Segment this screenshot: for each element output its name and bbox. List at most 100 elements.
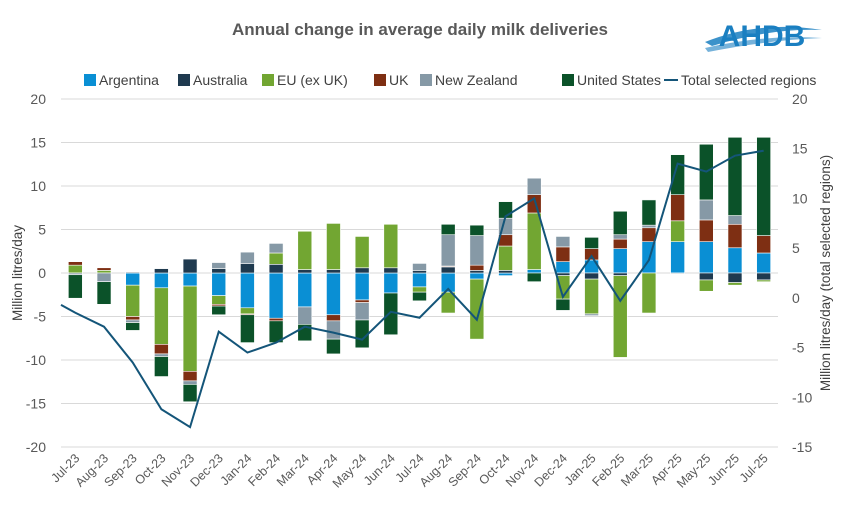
- bar-eu-ex-uk--may-24: [354, 236, 370, 269]
- bar-australia-sep-24: [469, 270, 485, 274]
- legend-label: Australia: [193, 72, 248, 88]
- bar-australia-feb-25: [612, 272, 628, 276]
- legend-item-eu-ex-uk-: EU (ex UK): [262, 72, 348, 88]
- bar-united-states-mar-25: [641, 199, 657, 226]
- legend-label: New Zealand: [435, 72, 518, 88]
- y-axis-title: Million litres/day: [10, 225, 25, 321]
- x-tick-label: Dec-24: [532, 451, 570, 489]
- bar-united-states-jun-25: [727, 136, 743, 216]
- bar-new-zealand-dec-23: [211, 262, 227, 269]
- y2-tick-label: 0: [792, 290, 800, 306]
- y2-tick-label: 10: [792, 190, 808, 206]
- y2-tick-label: 5: [792, 240, 800, 256]
- bar-new-zealand-aug-23: [96, 272, 112, 282]
- bar-eu-ex-uk--jun-24: [383, 223, 399, 269]
- bar-argentina-nov-23: [182, 272, 198, 287]
- bar-united-states-jul-23: [68, 274, 83, 299]
- y2-tick-label: -15: [792, 439, 812, 455]
- bar-united-states-jul-25: [756, 136, 771, 236]
- bar-new-zealand-jan-25: [584, 313, 599, 316]
- bar-new-zealand-jun-25: [727, 215, 743, 225]
- legend-swatch: [178, 74, 190, 86]
- y2-tick-label: 20: [792, 91, 808, 107]
- bar-australia-jun-24: [383, 267, 399, 274]
- legend-label: UK: [389, 72, 409, 88]
- bar-argentina-feb-25: [612, 248, 628, 274]
- legend-item-uk: UK: [374, 72, 409, 88]
- legend-swatch: [420, 74, 432, 86]
- bar-eu-ex-uk--dec-23: [211, 295, 227, 305]
- legend-label: Argentina: [99, 72, 159, 88]
- bar-eu-ex-uk--aug-24: [440, 291, 456, 314]
- bar-australia-dec-24: [555, 272, 571, 276]
- bar-new-zealand-mar-25: [641, 224, 657, 229]
- bar-new-zealand-apr-24: [326, 320, 341, 340]
- legend-item-australia: Australia: [178, 72, 248, 88]
- legend-swatch: [562, 74, 574, 86]
- bar-new-zealand-aug-24: [440, 234, 456, 267]
- bar-australia-aug-24: [440, 266, 456, 274]
- bar-united-states-apr-25: [670, 154, 685, 195]
- bar-argentina-sep-24: [469, 272, 485, 280]
- bar-argentina-oct-24: [498, 272, 513, 276]
- x-tick-label: Jul-25: [737, 451, 771, 485]
- bar-australia-jan-25: [584, 272, 599, 280]
- bar-australia-mar-24: [297, 269, 313, 274]
- bar-new-zealand-apr-25: [670, 272, 685, 275]
- y-tick-label: 20: [30, 91, 46, 107]
- bar-uk-feb-24: [268, 317, 284, 322]
- bar-australia-jul-24: [412, 270, 427, 274]
- legend-item-united-states: United States: [562, 72, 661, 88]
- bar-argentina-jul-24: [412, 272, 427, 288]
- bar-eu-ex-uk--jul-23: [68, 264, 83, 274]
- bar-new-zealand-sep-23: [125, 319, 140, 323]
- legend: Argentina Australia EU (ex UK) UK New Zealan…: [84, 72, 816, 88]
- bar-eu-ex-uk--aug-23: [96, 270, 112, 274]
- bar-new-zealand-jan-24: [240, 251, 255, 264]
- bar-new-zealand-dec-24: [555, 236, 571, 248]
- bar-eu-ex-uk--feb-25: [612, 275, 628, 358]
- x-tick-label: Jun-24: [361, 451, 398, 488]
- bar-uk-jul-25: [756, 235, 771, 254]
- bar-new-zealand-may-25: [698, 199, 714, 221]
- bar-eu-ex-uk--oct-23: [154, 287, 169, 345]
- bar-argentina-mar-24: [297, 272, 313, 308]
- bar-united-states-nov-24: [526, 272, 542, 282]
- y2-axis-title: Million litres/day (total selected regio…: [818, 155, 833, 391]
- bar-united-states-sep-23: [125, 322, 140, 331]
- legend-swatch: [374, 74, 386, 86]
- bar-australia-oct-23: [154, 268, 169, 274]
- bar-united-states-jun-24: [383, 292, 399, 336]
- y2-tick-label: 15: [792, 141, 808, 157]
- bar-uk-sep-23: [125, 316, 140, 321]
- bar-australia-oct-24: [498, 270, 513, 274]
- bar-australia-jun-25: [727, 272, 743, 283]
- bar-uk-may-24: [354, 299, 370, 303]
- bar-eu-ex-uk--jan-25: [584, 278, 599, 315]
- bar-argentina-nov-24: [526, 269, 542, 274]
- bar-new-zealand-nov-23: [182, 380, 198, 385]
- bar-uk-sep-24: [469, 264, 485, 271]
- legend-swatch: [262, 74, 274, 86]
- bar-argentina-dec-23: [211, 272, 227, 296]
- bar-united-states-jan-25: [584, 237, 599, 249]
- legend-item-new-zealand: New Zealand: [420, 72, 518, 88]
- bar-uk-feb-25: [612, 238, 628, 249]
- bar-united-states-jul-24: [412, 291, 427, 302]
- bar-eu-ex-uk--nov-23: [182, 285, 198, 372]
- bar-new-zealand-feb-25: [612, 234, 628, 240]
- bar-argentina-jun-24: [383, 272, 399, 294]
- y-tick-label: 0: [38, 265, 46, 281]
- bar-eu-ex-uk--jan-24: [240, 307, 255, 315]
- y-tick-label: 15: [30, 135, 46, 151]
- x-tick-label: Sep-24: [446, 451, 484, 489]
- bar-eu-ex-uk--may-25: [698, 279, 714, 292]
- bar-australia-jan-24: [240, 263, 255, 274]
- bar-argentina-apr-25: [670, 241, 685, 274]
- bar-eu-ex-uk--jul-24: [412, 286, 427, 293]
- bar-eu-ex-uk--sep-23: [125, 284, 140, 317]
- bar-uk-may-25: [698, 219, 714, 242]
- bar-united-states-aug-23: [96, 281, 112, 305]
- bar-united-states-jan-24: [240, 314, 255, 343]
